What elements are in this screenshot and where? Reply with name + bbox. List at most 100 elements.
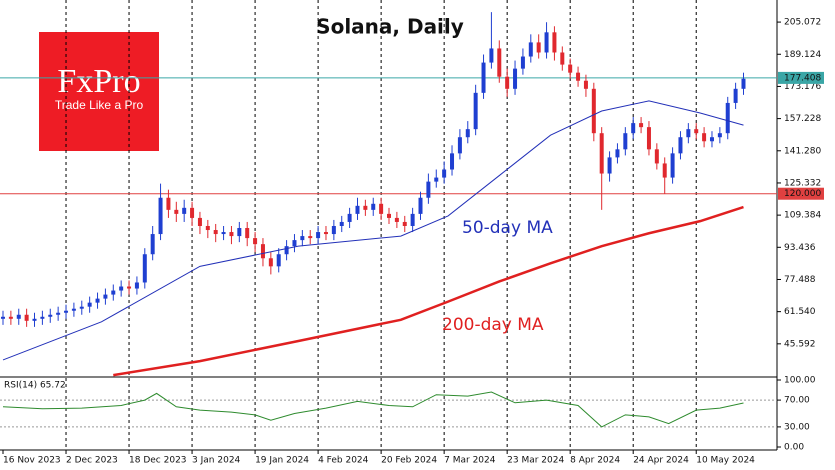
candle-body bbox=[709, 137, 714, 142]
candle-body bbox=[253, 238, 258, 245]
candle-body bbox=[646, 127, 651, 150]
candle-body bbox=[568, 64, 573, 73]
x-tick-label: 8 Apr 2024 bbox=[570, 456, 620, 466]
ma-label: 50-day MA bbox=[462, 218, 553, 238]
candle-body bbox=[119, 286, 124, 291]
y-tick-label: 93.436 bbox=[784, 243, 816, 253]
x-tick-label: 23 Mar 2024 bbox=[507, 456, 564, 466]
candle-body bbox=[686, 129, 691, 138]
candle-body bbox=[79, 306, 84, 309]
candle-body bbox=[450, 153, 455, 170]
candle-body bbox=[229, 232, 234, 237]
candle-body bbox=[64, 310, 69, 313]
ma-line bbox=[2, 100, 744, 361]
candle-body bbox=[347, 213, 352, 222]
candle-body bbox=[276, 254, 281, 267]
candle-body bbox=[615, 149, 620, 158]
candle-body bbox=[418, 197, 423, 214]
candle-body bbox=[371, 203, 376, 210]
logo-tagline: Trade Like a Pro bbox=[55, 98, 144, 112]
candle-body bbox=[670, 153, 675, 178]
y-tick-label: 0.00 bbox=[784, 443, 804, 453]
y-tick-label: 70.00 bbox=[784, 396, 810, 406]
candle-body bbox=[497, 48, 502, 77]
candle-body bbox=[127, 286, 132, 289]
candle-body bbox=[87, 302, 92, 307]
candle-body bbox=[308, 236, 313, 239]
candle-body bbox=[1, 316, 5, 319]
candle-body bbox=[631, 123, 636, 134]
level-label: 120.000 bbox=[784, 189, 821, 199]
candle-body bbox=[56, 312, 61, 315]
candle-body bbox=[599, 133, 604, 174]
x-tick-label: 10 May 2024 bbox=[696, 456, 755, 466]
y-tick-label: 77.488 bbox=[784, 275, 816, 285]
rsi-line bbox=[2, 391, 744, 428]
candle-body bbox=[513, 68, 518, 89]
candle-body bbox=[481, 62, 486, 93]
candle-body bbox=[268, 258, 273, 267]
x-tick-label: 24 Apr 2024 bbox=[633, 456, 689, 466]
logo-box bbox=[39, 32, 159, 151]
candle-body bbox=[379, 203, 384, 214]
y-tick-label: 141.280 bbox=[784, 146, 821, 156]
candle-body bbox=[402, 221, 407, 226]
price-label-box bbox=[778, 71, 824, 84]
candle-body bbox=[473, 92, 478, 130]
candle-body bbox=[654, 149, 659, 164]
candle-body bbox=[292, 240, 297, 247]
candle-body bbox=[71, 308, 76, 311]
candle-body bbox=[442, 169, 447, 178]
candle-body bbox=[410, 213, 415, 226]
ma-label: 200-day MA bbox=[442, 315, 544, 335]
candle-body bbox=[639, 123, 644, 128]
candle-body bbox=[237, 228, 242, 237]
x-tick-label: 18 Dec 2023 bbox=[129, 456, 187, 466]
candle-body bbox=[733, 88, 738, 103]
candle-body bbox=[702, 133, 707, 142]
candle-body bbox=[678, 137, 683, 154]
candle-body bbox=[662, 163, 667, 178]
candle-body bbox=[694, 129, 699, 134]
candle-body bbox=[725, 102, 730, 134]
ma-line bbox=[113, 205, 744, 377]
candle-body bbox=[190, 207, 195, 218]
candle-body bbox=[111, 290, 116, 295]
candle-body bbox=[552, 32, 557, 53]
candle-body bbox=[387, 213, 391, 218]
candle-body bbox=[182, 207, 187, 214]
candle-body bbox=[607, 157, 612, 174]
candle-body bbox=[221, 232, 226, 235]
candle-body bbox=[591, 88, 596, 134]
candle-body bbox=[158, 197, 163, 235]
candle-body bbox=[8, 316, 13, 319]
candle-body bbox=[560, 52, 565, 65]
candle-body bbox=[166, 197, 171, 210]
rsi-title: RSI(14) 65.72 bbox=[4, 381, 66, 391]
y-tick-label: 109.384 bbox=[784, 211, 821, 221]
y-tick-label: 30.00 bbox=[784, 422, 810, 432]
x-tick-label: 20 Feb 2024 bbox=[381, 456, 437, 466]
candle-body bbox=[536, 42, 541, 53]
candle-body bbox=[355, 205, 360, 214]
y-tick-label: 125.332 bbox=[784, 178, 821, 188]
candle-body bbox=[434, 177, 439, 182]
candle-body bbox=[48, 314, 53, 317]
x-tick-label: 7 Mar 2024 bbox=[444, 456, 496, 466]
candle-body bbox=[489, 48, 494, 63]
x-tick-label: 4 Feb 2024 bbox=[318, 456, 369, 466]
candle-body bbox=[95, 298, 100, 303]
candle-body bbox=[32, 318, 37, 321]
candle-body bbox=[528, 42, 533, 57]
candle-body bbox=[623, 133, 628, 150]
candle-body bbox=[16, 314, 21, 319]
y-tick-label: 61.540 bbox=[784, 307, 816, 317]
y-tick-label: 45.592 bbox=[784, 339, 816, 349]
candle-body bbox=[576, 72, 581, 81]
level-label-box bbox=[778, 187, 824, 200]
candle-body bbox=[583, 80, 588, 89]
x-tick-label: 16 Nov 2023 bbox=[3, 456, 61, 466]
candle-body bbox=[103, 294, 108, 299]
